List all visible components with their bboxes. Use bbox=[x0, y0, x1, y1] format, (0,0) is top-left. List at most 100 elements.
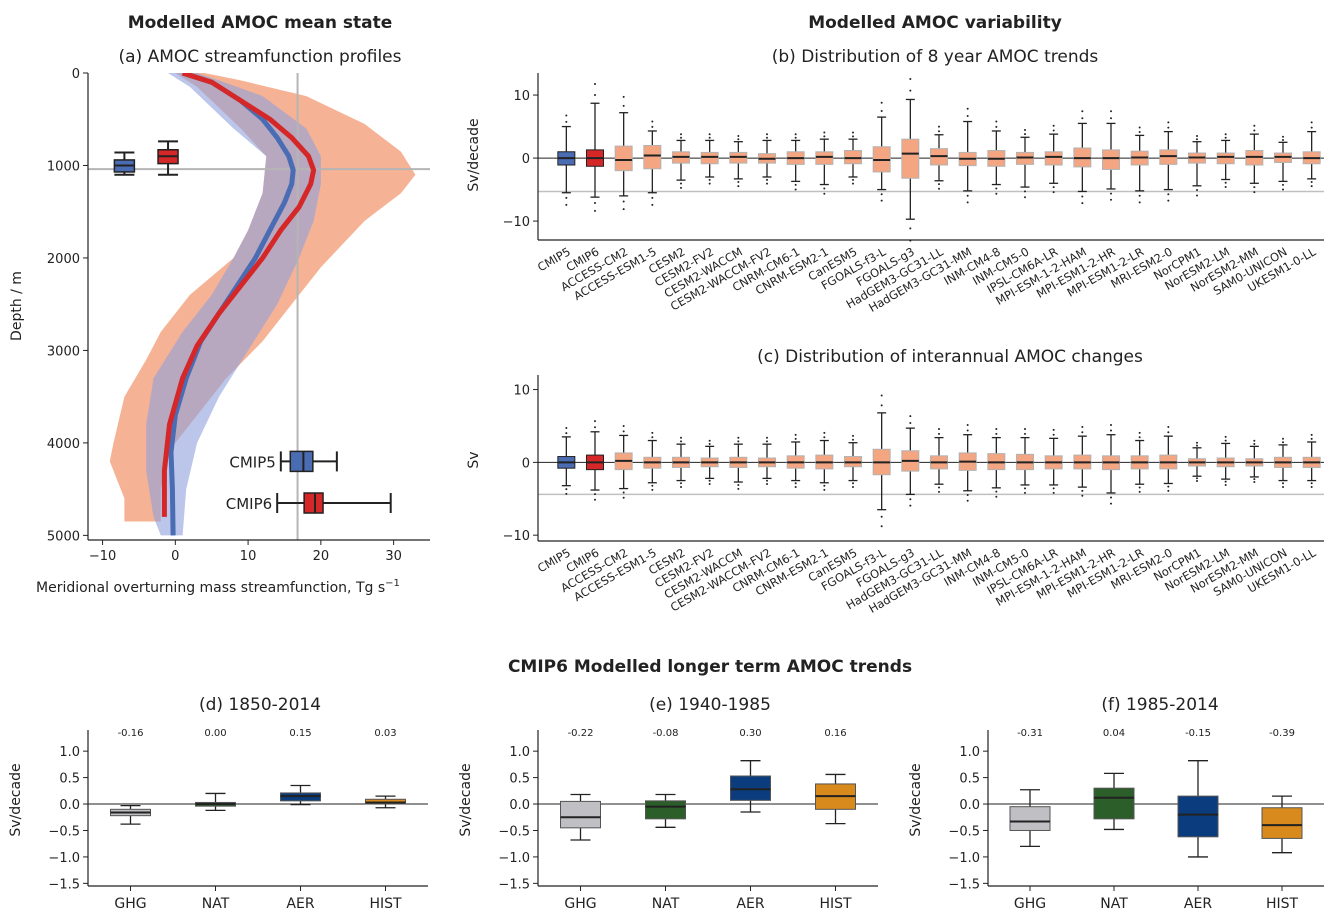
panel-e-ytick-label: 0.0 bbox=[509, 798, 530, 813]
panel-c-box-CNRM-CM6-1 bbox=[786, 433, 805, 488]
panel-b-outlier bbox=[823, 131, 826, 134]
panel-b-outlier bbox=[1138, 194, 1141, 197]
panel-c-outlier bbox=[1196, 444, 1198, 447]
panel-b-outlier bbox=[1282, 138, 1284, 141]
panel-b-box-MRI-ESM2-0 bbox=[1159, 121, 1178, 202]
panel-b-outlier bbox=[909, 227, 912, 230]
panel-b-outlier bbox=[1167, 126, 1170, 129]
cmip5-depth-boxplot bbox=[113, 151, 136, 176]
panel-a-xtick-label: −10 bbox=[89, 549, 116, 564]
panel-b-iqr-box bbox=[700, 151, 719, 165]
panel-b-outlier bbox=[938, 130, 940, 133]
panel-e-annotation: -0.08 bbox=[653, 728, 679, 739]
panel-b-outlier bbox=[1052, 191, 1055, 194]
panel-d-1850-2014: (d) 1850-2014 Sv/decade -0.16 GHG 0.00 NAT 0… bbox=[8, 695, 428, 912]
panel-f-annotation: -0.15 bbox=[1185, 728, 1211, 739]
panel-b-iqr-box bbox=[614, 145, 633, 172]
panel-c-outlier bbox=[1282, 482, 1284, 485]
panel-b-outlier bbox=[1052, 124, 1055, 127]
panel-d-annotation: 0.15 bbox=[289, 728, 311, 739]
panel-c-outlier bbox=[1282, 441, 1284, 444]
panel-e-box-AER bbox=[730, 760, 771, 813]
panel-c-title: (c) Distribution of interannual AMOC cha… bbox=[757, 347, 1143, 367]
panel-c-outlier bbox=[938, 486, 940, 489]
panel-f-xtick-label: AER bbox=[1184, 896, 1212, 912]
panel-c-outlier bbox=[737, 440, 740, 443]
panel-c-outlier bbox=[565, 432, 568, 435]
panel-c-outlier bbox=[1167, 489, 1170, 492]
panel-c-outlier bbox=[1196, 441, 1198, 444]
panel-c-outlier bbox=[852, 482, 854, 485]
panel-f-annotation: 0.04 bbox=[1103, 728, 1125, 739]
panel-c-outlier bbox=[1138, 436, 1141, 439]
panel-c-box-UKESM1-0-LL bbox=[1302, 433, 1321, 488]
panel-f-ytick-label: −1.0 bbox=[948, 851, 980, 866]
panel-d-annotation: 0.03 bbox=[374, 728, 396, 739]
panel-b-outlier bbox=[1110, 110, 1112, 113]
panel-f-box-HIST bbox=[1261, 795, 1303, 854]
panel-e-xtick-label: AER bbox=[736, 896, 764, 912]
panel-b-outlier bbox=[1024, 129, 1026, 132]
panel-b-outlier bbox=[909, 89, 912, 92]
panel-d-ytick-label: −0.5 bbox=[48, 824, 80, 839]
panel-b-outlier bbox=[680, 182, 682, 185]
panel-b-outlier bbox=[565, 114, 568, 117]
panel-c-box-IPSL-CM6A-LR bbox=[1044, 428, 1063, 494]
panel-b-outlier bbox=[852, 135, 854, 138]
panel-f-iqr-box bbox=[1177, 795, 1219, 838]
panel-c-outlier bbox=[938, 427, 940, 430]
panel-d-xtick-label: NAT bbox=[202, 896, 230, 912]
panel-c-outlier bbox=[1310, 482, 1313, 485]
panel-b-box-CMIP5 bbox=[557, 114, 576, 206]
panel-b-outlier bbox=[1253, 124, 1256, 127]
panel-c-outlier bbox=[938, 432, 940, 435]
panel-c-outlier bbox=[1052, 428, 1055, 431]
panel-c-outlier bbox=[766, 482, 768, 485]
panel-b-box-ACCESS-CM2 bbox=[614, 95, 633, 211]
panel-b-outlier bbox=[852, 182, 854, 185]
panel-b-outlier bbox=[966, 194, 969, 197]
panel-b-outlier bbox=[594, 202, 596, 205]
panel-b-outlier bbox=[651, 203, 654, 206]
panel-c-outlier bbox=[1138, 431, 1141, 434]
panel-b-outlier bbox=[1310, 126, 1313, 129]
panel-d-xtick-label: HIST bbox=[369, 896, 402, 912]
panel-d-box-AER bbox=[280, 784, 321, 806]
panel-d-xtick-label: AER bbox=[286, 896, 314, 912]
panel-c-box-NorESM2-LM bbox=[1216, 435, 1235, 486]
panel-b-iqr-box bbox=[1044, 151, 1063, 166]
panel-b-outlier bbox=[794, 133, 797, 136]
panel-a-ytick-label: 5000 bbox=[47, 529, 80, 544]
panel-c-box-ACCESS-ESM1-5 bbox=[643, 431, 662, 491]
panel-f-ytick-label: −0.5 bbox=[948, 824, 980, 839]
panel-c-outlier bbox=[880, 525, 883, 528]
panel-c-outlier bbox=[1282, 485, 1284, 488]
panel-b-outlier bbox=[1138, 201, 1141, 204]
panel-c-outlier bbox=[708, 439, 711, 442]
panel-a-ytick-label: 3000 bbox=[47, 344, 80, 359]
cmip6-mean-line bbox=[161, 73, 317, 517]
panel-b-box-CESM2-FV2 bbox=[700, 133, 719, 185]
panel-b-ylabel: Sv/decade bbox=[466, 118, 482, 191]
panel-b-outlier bbox=[651, 120, 654, 123]
panel-b-outlier bbox=[1052, 186, 1055, 189]
panel-e-annotation: 0.30 bbox=[739, 728, 761, 739]
panel-a-xtick-label: 20 bbox=[313, 549, 330, 564]
panel-b-outlier bbox=[766, 136, 768, 139]
panel-a-xtick-label: 0 bbox=[171, 549, 179, 564]
panel-b-outlier bbox=[938, 183, 940, 186]
panel-e-ytick-label: −1.5 bbox=[498, 877, 530, 892]
panel-c-outlier bbox=[1081, 494, 1084, 497]
panel-b-iqr-box bbox=[643, 144, 662, 170]
panel-e-ytick-label: 0.5 bbox=[509, 772, 530, 787]
panel-d-ylabel: Sv/decade bbox=[8, 763, 24, 836]
panel-e-ytick-label: −1.0 bbox=[498, 851, 530, 866]
panel-c-box-NorESM2-MM bbox=[1245, 439, 1264, 484]
panel-b-outlier bbox=[1196, 188, 1198, 191]
panel-b-outlier bbox=[594, 94, 596, 97]
panel-b-outlier bbox=[737, 138, 740, 141]
panel-b-box-INM-CM4-8 bbox=[987, 120, 1006, 195]
panel-b-outlier bbox=[1282, 135, 1284, 138]
panel-b-outlier bbox=[938, 187, 940, 190]
